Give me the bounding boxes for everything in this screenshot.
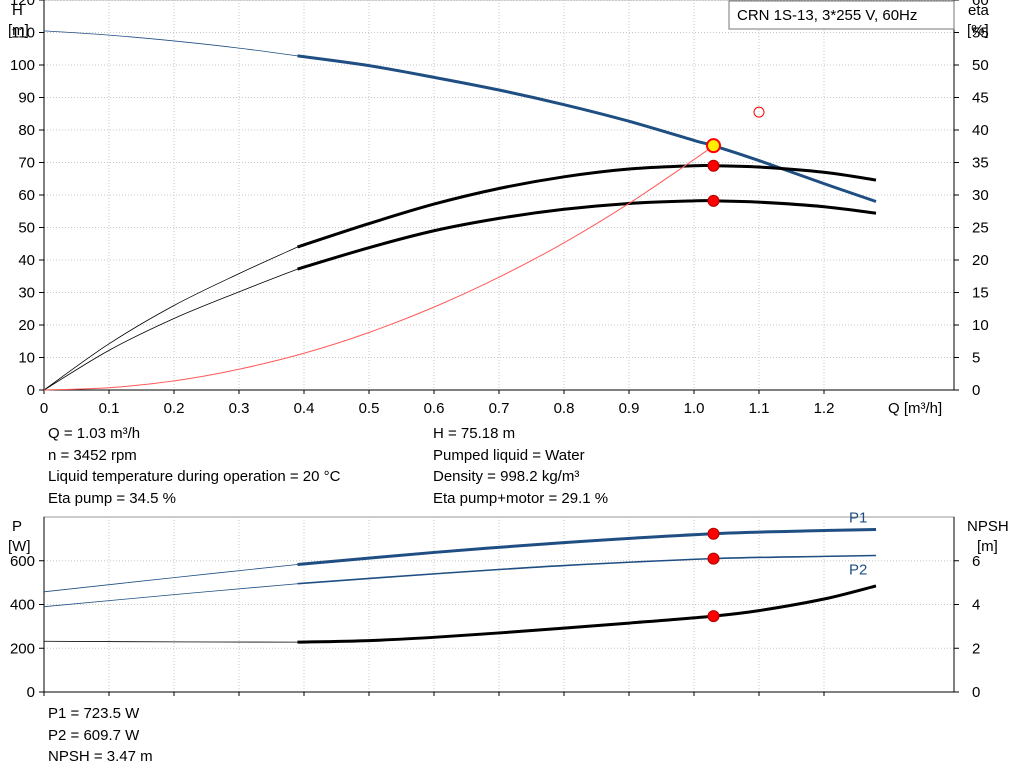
- performance-left-tick-label: 10: [18, 350, 35, 367]
- duty-point-marker: [706, 138, 721, 154]
- performance-right-tick-label: 55: [972, 25, 989, 42]
- power-npsh-right-tick-label: 6: [972, 553, 980, 570]
- performance-left-axis-title: H: [12, 2, 23, 19]
- series-p1-label: P1: [849, 509, 867, 526]
- info-right: H = 75.18 m Pumped liquid = Water Densit…: [433, 423, 608, 509]
- performance-right-axis-unit: [%]: [967, 22, 989, 39]
- power-npsh-right-tick-label: 4: [972, 597, 980, 614]
- performance-left-tick-label: 20: [18, 317, 35, 334]
- performance-left-axis-unit: [m]: [8, 22, 29, 39]
- performance-x-tick-label: 0.5: [359, 400, 380, 417]
- performance-left-tick-label: 110: [11, 25, 35, 42]
- performance-right-tick-label: 25: [972, 220, 989, 237]
- series-eta-pump-motor-line: [297, 199, 877, 271]
- series-p1-thin-line: [43, 564, 298, 593]
- series-head-line: [297, 54, 877, 203]
- series-eta-pump-motor-thin-line: [43, 268, 298, 391]
- eta-pump-text: Eta pump = 34.5 %: [48, 489, 176, 507]
- performance-left-tick-label: 80: [18, 122, 35, 139]
- performance-left-tick-label: 120: [10, 0, 35, 9]
- reference-point-marker: [753, 106, 765, 118]
- performance-x-tick-label: 0: [40, 400, 48, 417]
- operating-point-marker: [707, 159, 720, 172]
- performance-right-tick-label: 20: [972, 252, 989, 269]
- performance-x-tick-label: 0.1: [99, 400, 120, 417]
- series-npsh-thin-line: [43, 640, 298, 643]
- operating-point-marker: [707, 552, 720, 565]
- performance-right-tick-label: 60: [972, 0, 989, 9]
- performance-x-tick-label: 1.1: [749, 400, 770, 417]
- head-text: H = 75.18 m: [433, 425, 516, 442]
- chart-title: CRN 1S-13, 3*255 V, 60Hz: [737, 7, 917, 24]
- performance-x-tick-label: 0.8: [554, 400, 575, 417]
- flow-rate-text: Q = 1.03 m³/h: [48, 425, 141, 442]
- title-box: [728, 0, 955, 30]
- performance-left-tick-label: 70: [18, 155, 35, 172]
- series-npsh-line: [297, 584, 877, 644]
- power-npsh-left-tick-label: 400: [10, 597, 35, 614]
- performance-right-tick-label: 10: [972, 317, 989, 334]
- series-head-thin-line: [43, 30, 298, 57]
- density-text: Density = 998.2 kg/m³: [433, 468, 580, 485]
- performance-x-tick-label: 0.6: [424, 400, 445, 417]
- performance-left-tick-label: 0: [27, 382, 35, 399]
- performance-left-tick-label: 60: [18, 187, 35, 204]
- power-npsh-left-axis-title: P: [12, 518, 22, 535]
- series-system-curve-line: [43, 145, 714, 391]
- performance-right-tick-label: 50: [972, 57, 989, 74]
- performance-left-tick-label: 50: [18, 220, 35, 237]
- performance-right-tick-label: 35: [972, 155, 989, 172]
- series-p1-line: [297, 527, 877, 566]
- info-bottom: P1 = 723.5 W P2 = 609.7 W NPSH = 3.47 m: [48, 703, 153, 768]
- series-eta-pump-thin-line: [43, 246, 298, 391]
- performance-x-tick-label: 0.9: [619, 400, 640, 417]
- performance-x-tick-label: 0.2: [164, 400, 185, 417]
- performance-left-tick-label: 40: [18, 252, 35, 269]
- power-npsh-left-axis-unit: [W]: [8, 538, 31, 555]
- series-eta-pump-line: [297, 163, 877, 249]
- power-npsh-right-axis-title: NPSH: [967, 518, 1009, 535]
- power-npsh-right-tick-label: 0: [972, 684, 980, 701]
- operating-point-marker: [707, 610, 720, 623]
- pumped-liquid-text: Pumped liquid = Water: [433, 446, 585, 464]
- liquid-temperature-text: Liquid temperature during operation = 20…: [48, 468, 341, 485]
- performance-x-axis-title: Q [m³/h]: [888, 400, 942, 417]
- power-npsh-left-tick-label: 200: [10, 640, 35, 657]
- performance-x-tick-label: 1.0: [684, 400, 705, 417]
- performance-right-tick-label: 40: [972, 122, 989, 139]
- series-p2-line: [297, 554, 877, 585]
- performance-x-tick-label: 0.7: [489, 400, 510, 417]
- performance-x-tick-label: 0.4: [294, 400, 315, 417]
- performance-right-tick-label: 15: [972, 285, 989, 302]
- info-left: Q = 1.03 m³/h n = 3452 rpm Liquid temper…: [48, 423, 340, 509]
- npsh-text: NPSH = 3.47 m: [48, 748, 153, 765]
- p2-text: P2 = 609.7 W: [48, 726, 140, 744]
- performance-right-tick-label: 0: [972, 382, 980, 399]
- series-p2-label: P2: [849, 562, 867, 579]
- performance-left-tick-label: 90: [18, 90, 35, 107]
- performance-x-tick-label: 1.2: [814, 400, 835, 417]
- power-npsh-right-axis-unit: [m]: [977, 538, 998, 555]
- performance-right-tick-label: 30: [972, 187, 989, 204]
- operating-point-marker: [707, 194, 720, 207]
- performance-left-tick-label: 30: [18, 285, 35, 302]
- performance-left-tick-label: 100: [10, 57, 35, 74]
- power-npsh-right-tick-label: 2: [972, 640, 980, 657]
- performance-x-tick-label: 0.3: [229, 400, 250, 417]
- series-p2-thin-line: [43, 583, 298, 608]
- performance-right-tick-label: 45: [972, 90, 989, 107]
- p1-text: P1 = 723.5 W: [48, 705, 140, 722]
- operating-point-marker: [707, 527, 720, 540]
- speed-text: n = 3452 rpm: [48, 446, 137, 464]
- power-npsh-left-tick-label: 0: [27, 684, 35, 701]
- performance-right-tick-label: 5: [972, 350, 980, 367]
- power-npsh-left-tick-label: 600: [10, 553, 35, 570]
- performance-right-axis-title: eta: [968, 2, 990, 19]
- eta-pump-motor-text: Eta pump+motor = 29.1 %: [433, 489, 609, 507]
